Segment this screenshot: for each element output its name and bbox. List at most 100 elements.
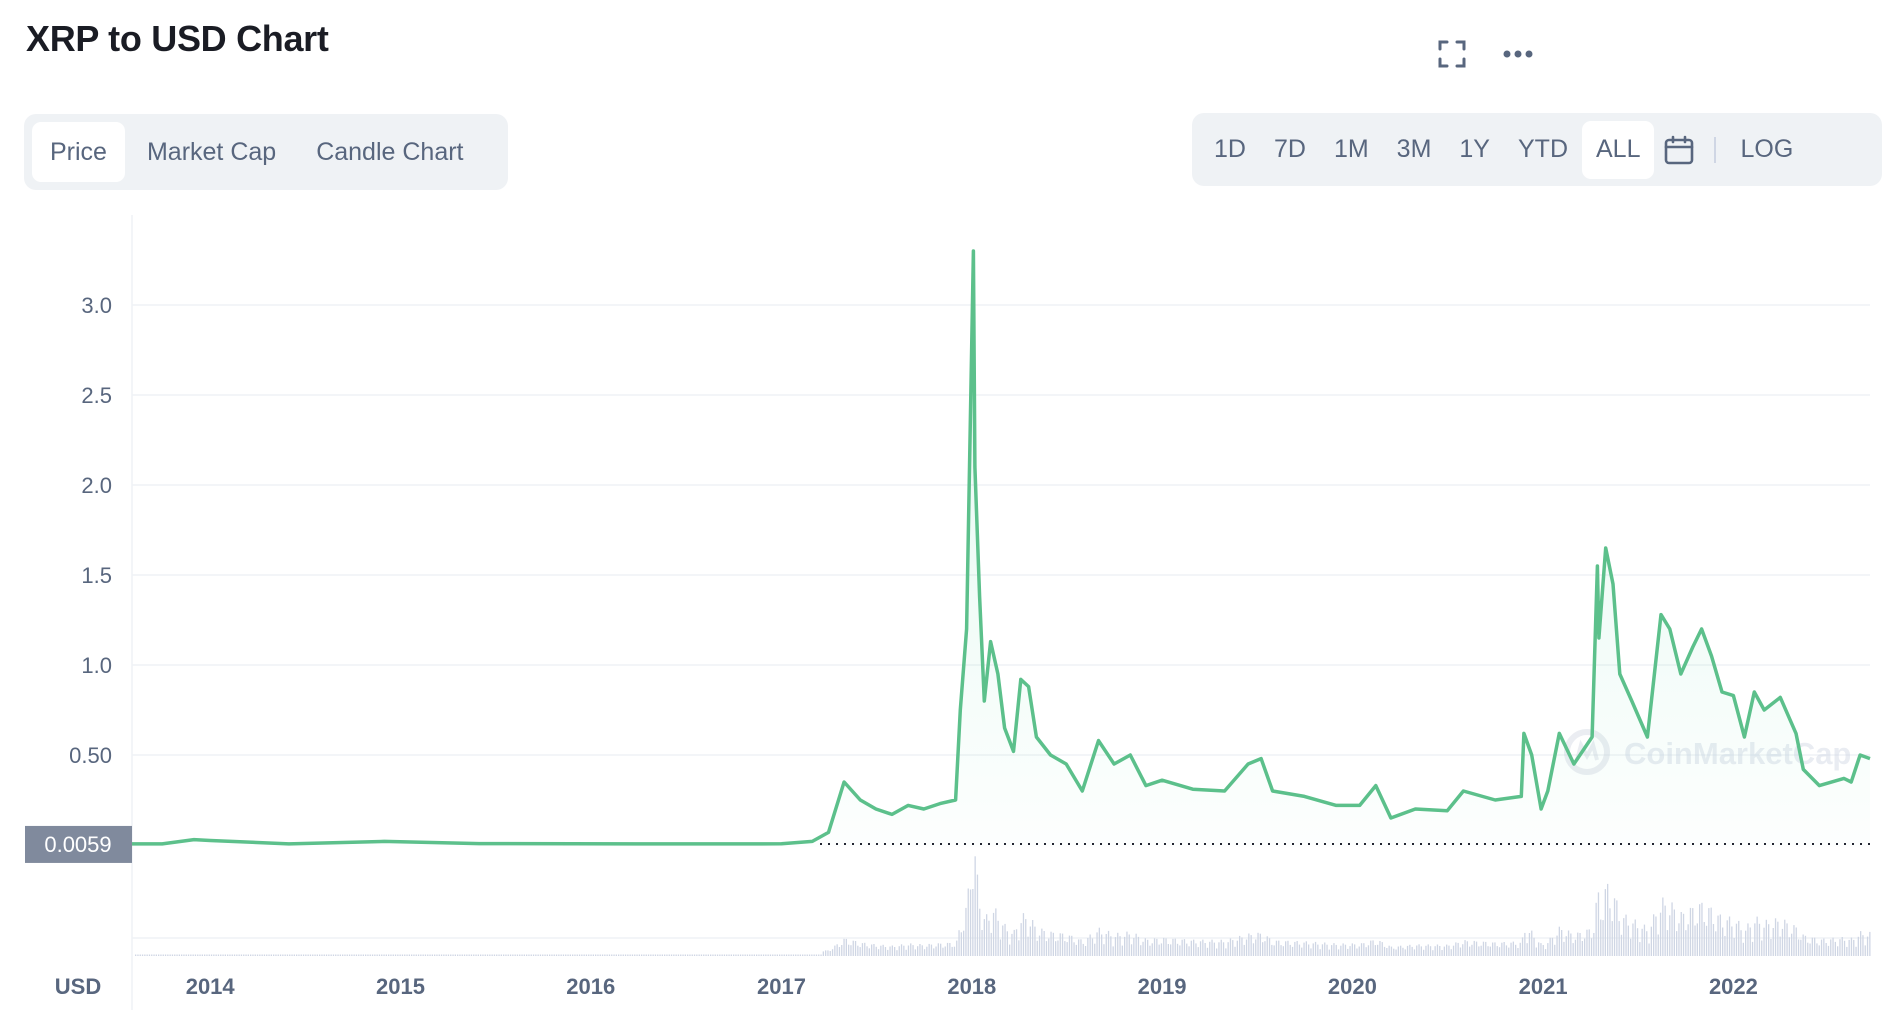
volume-bar (859, 947, 861, 956)
volume-bar (293, 954, 295, 956)
range-1d-button[interactable]: 1D (1214, 135, 1246, 163)
volume-bar (1354, 944, 1356, 956)
volume-bar (1130, 944, 1133, 956)
volume-bar (1135, 933, 1137, 956)
volume-bar (192, 954, 194, 956)
volume-bar (884, 947, 887, 956)
volume-bar (629, 954, 631, 956)
volume-bar (785, 954, 788, 956)
volume-bar (1034, 926, 1036, 956)
volume-bar (914, 949, 916, 956)
chart-type-tabs: Price Market Cap Candle Chart (24, 114, 508, 190)
volume-bar (539, 954, 542, 956)
volume-bar (576, 954, 578, 956)
volume-bar (1029, 926, 1031, 956)
volume-bar (291, 954, 293, 956)
volume-bar (880, 945, 882, 956)
volume-bar (1459, 947, 1462, 956)
volume-bar (806, 954, 808, 956)
volume-bar (1027, 936, 1029, 956)
volume-bar (376, 954, 378, 956)
volume-bar (981, 930, 983, 956)
y-tick-label: 1.0 (81, 653, 112, 678)
x-tick-label: 2018 (947, 974, 996, 999)
volume-bar (369, 954, 371, 956)
range-all-button[interactable]: ALL (1582, 120, 1655, 179)
volume-bar (1036, 940, 1038, 956)
volume-bar (979, 908, 981, 956)
volume-bar (477, 954, 479, 956)
volume-bar (427, 954, 429, 956)
volume-bar (1434, 946, 1436, 956)
volume-bar (767, 954, 769, 956)
volume-bar (1236, 940, 1238, 956)
volume-bar (417, 954, 420, 956)
volume-bar (1144, 938, 1146, 956)
volume-bar (664, 954, 666, 956)
volume-bar (473, 954, 475, 956)
tab-market-cap[interactable]: Market Cap (146, 137, 277, 166)
volume-bar (811, 954, 813, 956)
range-3m-button[interactable]: 3M (1396, 135, 1432, 163)
volume-bar (383, 954, 385, 956)
calendar-icon[interactable] (1654, 121, 1704, 179)
volume-bar (1248, 933, 1250, 956)
volume-bar (608, 954, 611, 956)
volume-bar (590, 954, 592, 956)
volume-bar (1025, 919, 1027, 956)
fullscreen-icon[interactable] (1432, 34, 1472, 74)
volume-bar (1126, 931, 1128, 956)
volume-bar (1733, 938, 1735, 956)
volume-bar (1358, 946, 1360, 956)
volume-bar (940, 943, 942, 956)
volume-bar (1517, 948, 1519, 956)
volume-bar (1213, 942, 1215, 956)
log-scale-button[interactable]: LOG (1740, 135, 1794, 163)
volume-bar (1855, 946, 1857, 956)
volume-bar (751, 954, 753, 956)
volume-bar (1616, 900, 1618, 956)
volume-bar (240, 954, 243, 956)
volume-bar (831, 949, 834, 956)
range-ytd-button[interactable]: YTD (1518, 135, 1568, 163)
volume-bar (585, 954, 588, 956)
volume-bar (197, 954, 199, 956)
volume-bar (1682, 913, 1685, 956)
volume-bar (753, 954, 755, 956)
volume-bar (1540, 943, 1542, 956)
range-1y-button[interactable]: 1Y (1459, 135, 1490, 163)
volume-bar (896, 950, 898, 956)
volume-bar (1344, 944, 1347, 956)
volume-bar (1266, 936, 1268, 956)
volume-bar (1372, 940, 1374, 956)
range-7d-button[interactable]: 7D (1273, 135, 1306, 163)
volume-bar (1761, 940, 1763, 956)
volume-bar (277, 954, 279, 956)
volume-bar (1365, 947, 1367, 956)
range-1m-button[interactable]: 1M (1333, 135, 1369, 163)
volume-bar (1756, 916, 1758, 956)
volume-bar (891, 945, 893, 956)
tab-candle-chart[interactable]: Candle Chart (316, 137, 464, 166)
volume-bar (321, 954, 323, 956)
more-horizontal-icon[interactable] (1498, 34, 1538, 74)
volume-bar (797, 954, 799, 956)
volume-bar (1052, 932, 1054, 956)
volume-bar (185, 954, 187, 956)
volume-bar (1287, 940, 1289, 956)
volume-bar (1153, 938, 1156, 956)
volume-bar (1462, 944, 1464, 956)
volume-bar (1751, 941, 1754, 956)
volume-bar (1687, 924, 1689, 956)
volume-bar (1754, 923, 1756, 956)
volume-bar (404, 954, 406, 956)
tab-price[interactable]: Price (32, 122, 125, 182)
volume-bar (1324, 942, 1326, 956)
volume-bar (1742, 942, 1744, 956)
volume-bar (1528, 933, 1531, 956)
volume-bar (466, 954, 468, 956)
volume-bar (1450, 949, 1452, 956)
volume-bar (1510, 942, 1512, 956)
volume-bar (1779, 936, 1781, 956)
volume-bar (1728, 916, 1731, 956)
